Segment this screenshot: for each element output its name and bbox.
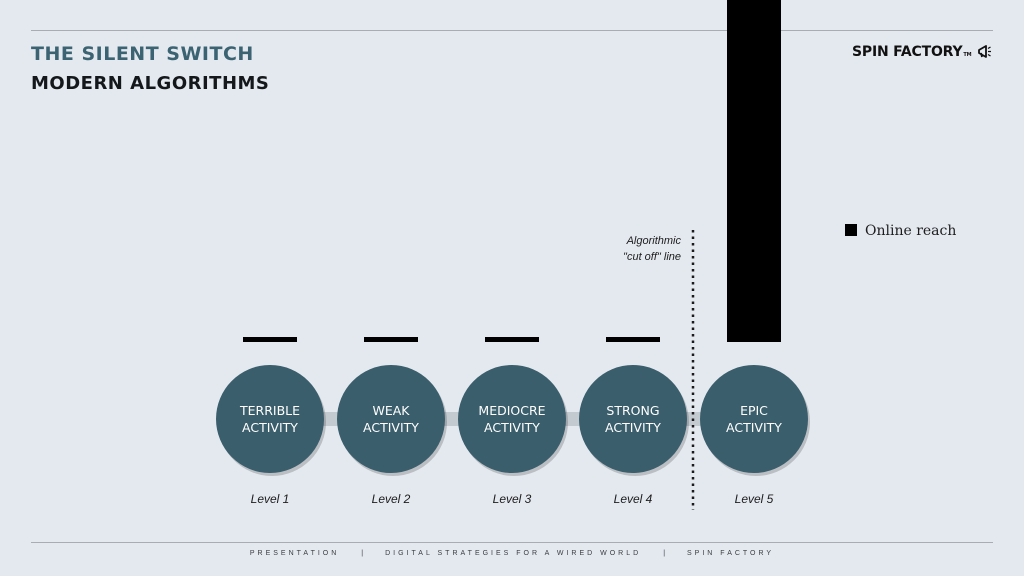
legend-swatch <box>845 224 857 236</box>
activity-circles: TERRIBLE ACTIVITY WEAK ACTIVITY MEDIOCRE ACTI… <box>216 365 810 476</box>
activity-label: ACTIVITY <box>242 420 298 435</box>
reach-bar <box>727 0 781 342</box>
activity-circle <box>700 365 808 473</box>
level-label: Level 4 <box>614 492 653 506</box>
activity-label: MEDIOCRE <box>478 403 545 418</box>
cutoff-annotation: Algorithmic "cut off" line <box>560 233 681 265</box>
activity-node: TERRIBLE ACTIVITY <box>216 365 326 476</box>
reach-bar <box>606 337 660 342</box>
level-labels: Level 1 Level 2 Level 3 Level 4 Level 5 <box>251 492 774 506</box>
reach-bar <box>485 337 539 342</box>
activity-label: WEAK <box>372 403 410 418</box>
activity-label: ACTIVITY <box>726 420 782 435</box>
reach-bars <box>243 0 781 342</box>
bottom-rule <box>31 542 993 543</box>
footer-item-presentation: PRESENTATION <box>249 550 340 557</box>
legend-label: Online reach <box>865 223 957 239</box>
activity-label: ACTIVITY <box>605 420 661 435</box>
footer-item-brand: SPIN FACTORY <box>687 550 775 557</box>
footer-separator: | <box>663 550 666 557</box>
slide-subtitle: MODERN ALGORITHMS <box>31 73 270 94</box>
level-label: Level 3 <box>493 492 532 506</box>
activity-label: STRONG <box>606 403 659 418</box>
brand-trademark: TM <box>963 52 972 58</box>
reach-bar <box>364 337 418 342</box>
chart-legend: Online reach <box>845 223 956 239</box>
activity-circle <box>458 365 566 473</box>
level-label: Level 1 <box>251 492 290 506</box>
cutoff-label-line2: "cut off" line <box>623 251 681 263</box>
activity-label: EPIC <box>740 403 768 418</box>
top-rule <box>31 30 993 31</box>
activity-node: EPIC ACTIVITY <box>700 365 810 476</box>
level-label: Level 5 <box>735 492 774 506</box>
activity-circle <box>337 365 445 473</box>
activity-circle <box>579 365 687 473</box>
cutoff-label-line1: Algorithmic <box>626 235 681 247</box>
activity-label: ACTIVITY <box>484 420 540 435</box>
brand-name: SPIN FACTORY <box>852 44 963 60</box>
activity-label: ACTIVITY <box>363 420 419 435</box>
megaphone-icon <box>978 45 992 58</box>
activity-node: WEAK ACTIVITY <box>337 365 447 476</box>
activity-circle <box>216 365 324 473</box>
level-label: Level 2 <box>372 492 411 506</box>
slide-title: THE SILENT SWITCH <box>31 43 254 65</box>
reach-bar <box>243 337 297 342</box>
activity-node: MEDIOCRE ACTIVITY <box>458 365 568 476</box>
activity-node: STRONG ACTIVITY <box>579 365 689 476</box>
footer-item-strategies: DIGITAL STRATEGIES FOR A WIRED WORLD <box>385 550 642 557</box>
footer: PRESENTATION | DIGITAL STRATEGIES FOR A WI… <box>0 550 1024 557</box>
brand-logo: SPIN FACTORYTM <box>852 44 992 60</box>
activity-label: TERRIBLE <box>239 403 300 418</box>
footer-separator: | <box>361 550 364 557</box>
